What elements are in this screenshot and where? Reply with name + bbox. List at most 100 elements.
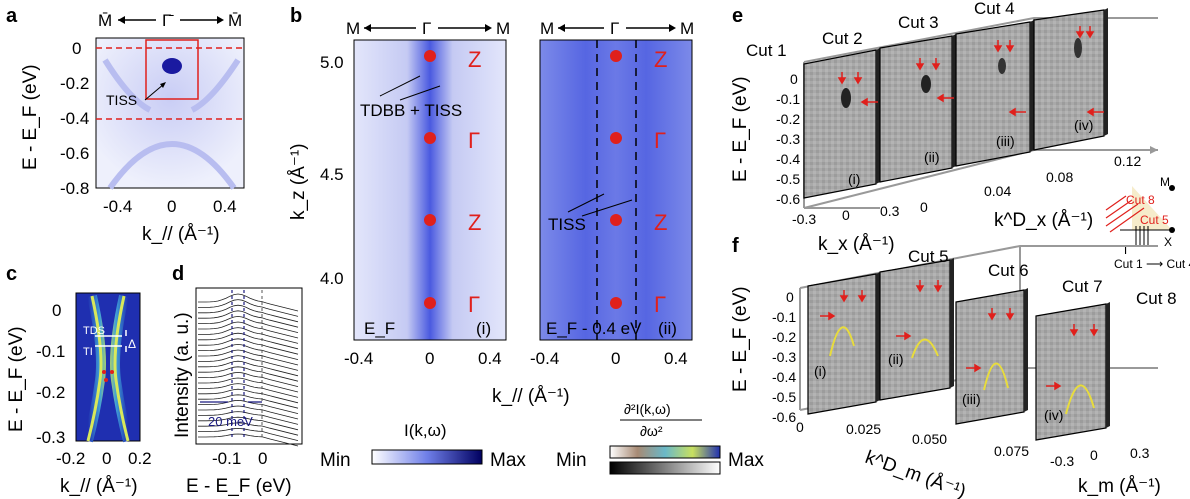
edc-curve xyxy=(198,299,299,317)
xtick: 0.2 xyxy=(128,449,152,468)
panel-b-label: b xyxy=(290,5,302,27)
tiss-annotation: TISS xyxy=(106,92,137,108)
ytick: -0.8 xyxy=(60,179,89,198)
annot-line xyxy=(581,199,633,217)
panel-f-yticks: 0 -0.1 -0.2 -0.3 -0.4 -0.5 -0.6 xyxy=(772,289,796,425)
hs-point xyxy=(610,50,622,62)
top-axis-left: M̄ xyxy=(98,11,112,30)
panel-b-ylabel: k_z (Å⁻¹) xyxy=(288,143,309,220)
edc-curve xyxy=(198,416,299,431)
ytick: -0.4 xyxy=(776,151,800,167)
xtick: 0 xyxy=(842,207,850,223)
depth-tick: 0.12 xyxy=(1114,153,1141,169)
point-label-z: Z xyxy=(468,47,481,72)
map-ef-minus-04 xyxy=(539,39,693,341)
panel-a-ylabel: E - E_F (eV) xyxy=(20,64,41,170)
bz-black-cuts xyxy=(1135,226,1149,246)
colorbar-right-max: Max xyxy=(728,450,764,471)
panel-e: e xyxy=(730,0,1158,255)
xtick: 0.4 xyxy=(664,349,688,368)
ytick: -0.3 xyxy=(36,428,65,447)
hs-point xyxy=(610,132,622,144)
xtick: 0.3 xyxy=(880,203,900,219)
edc-curve xyxy=(198,422,299,436)
ytick: 0 xyxy=(786,289,794,305)
ytick: -0.2 xyxy=(776,111,800,127)
annotation-tiss: TISS xyxy=(548,215,586,234)
cut-title: Cut 6 xyxy=(988,261,1029,280)
depth-tick: 0.04 xyxy=(984,183,1011,199)
b-top-right-m2: M xyxy=(680,19,694,38)
b-arrowhead xyxy=(485,24,492,32)
ytick: -0.1 xyxy=(772,309,796,325)
panel-d-xlabel: E - E_F (eV) xyxy=(186,476,292,497)
xtick: 0.4 xyxy=(213,197,237,216)
ytick: -0.2 xyxy=(60,74,89,93)
top-axis-right: M̄ xyxy=(228,11,242,30)
edc-curve xyxy=(198,433,299,447)
tag-tds: TDS xyxy=(83,325,105,337)
xtick: 0 xyxy=(611,349,620,368)
annot-line xyxy=(399,85,441,101)
sub-label: (ii) xyxy=(924,149,940,165)
panel-b-yticks: 5.0 4.5 4.0 xyxy=(320,53,344,288)
depth-tick: 0.08 xyxy=(1046,169,1073,185)
gap-annotation: 20 meV xyxy=(208,414,253,429)
colorbar-left-title: I(k,ω) xyxy=(404,421,447,440)
xtick: 0.3 xyxy=(1130,445,1150,461)
tiss-pointer-line xyxy=(144,83,165,101)
bz-inset: M X Γ Cut 8 Cut 5 Cut 1 ⟶ Cut 4 xyxy=(1105,175,1190,271)
point-label-gamma: Γ xyxy=(468,292,480,317)
box-depth-axis xyxy=(803,149,1035,209)
red-arrows xyxy=(837,26,1104,117)
edc-curve xyxy=(198,427,299,441)
cut-slab xyxy=(1035,302,1110,441)
xtick: 0 xyxy=(425,349,434,368)
ytick: 0 xyxy=(72,39,81,58)
panel-b: b M Γ M M Γ M Z Γ xyxy=(288,5,694,407)
point-label-z: Z xyxy=(654,47,667,72)
b-arrowhead xyxy=(558,24,565,32)
edc-curve xyxy=(198,349,299,366)
bz-x: X xyxy=(1164,235,1172,249)
edc-curve xyxy=(198,338,299,355)
colorbar-right-color xyxy=(609,445,721,459)
panel-c-yticks: 0 -0.1 -0.2 -0.3 xyxy=(36,301,65,447)
ytick: -0.5 xyxy=(772,389,796,405)
panel-f-depth-ticks: 0 0.025 0.050 0.075 xyxy=(796,419,1029,459)
panel-b-xlabel: k_// (Å⁻¹) xyxy=(492,386,570,407)
ytick: -0.6 xyxy=(60,144,89,163)
hs-point xyxy=(610,297,622,309)
bz-m: M xyxy=(1160,175,1170,189)
cut-slab xyxy=(879,258,954,401)
panel-c: c TDS TI Δ 0 -0.1 -0.2 -0.3 E - E_F (eV)… xyxy=(6,263,152,497)
ytick: -0.4 xyxy=(60,109,89,128)
panel-d-label: d xyxy=(172,263,184,285)
edc-curve xyxy=(198,304,299,323)
cut-slab xyxy=(1033,8,1108,151)
top-axis-center: Γ̄ xyxy=(162,11,174,30)
peak-point xyxy=(110,370,114,374)
panel-c-xticks: -0.2 0 0.2 xyxy=(56,449,152,468)
ytick: 0 xyxy=(790,71,798,87)
xtick: 0 xyxy=(167,197,176,216)
edc-curves xyxy=(198,293,299,447)
bz-range: Cut 1 ⟶ Cut 4 xyxy=(1114,257,1190,271)
xtick: -0.4 xyxy=(344,349,373,368)
panel-e-label: e xyxy=(732,5,743,27)
cut-slab xyxy=(803,48,880,199)
panel-e-yticks: 0 -0.1 -0.2 -0.3 -0.4 -0.5 -0.6 xyxy=(776,71,800,207)
panel-f: f xyxy=(730,235,1177,499)
ytick: -0.1 xyxy=(776,91,800,107)
zoom-box xyxy=(145,39,199,100)
colorbars: I(k,ω) Min Max ∂²I(k,ω) ∂ω² Min Max xyxy=(320,401,764,475)
bz-gamma: Γ xyxy=(1124,243,1131,257)
panel-f-ylabel: E - E_F (eV) xyxy=(730,286,751,392)
x-point xyxy=(1169,227,1175,233)
ytick: 4.5 xyxy=(320,165,344,184)
panel-e-ylabel: E - E_F (eV) xyxy=(730,76,751,182)
depth-tick: 0 xyxy=(920,199,928,215)
panel-a-xticks: -0.4 0 0.4 xyxy=(103,197,237,216)
sub-label: (iv) xyxy=(1074,117,1093,133)
